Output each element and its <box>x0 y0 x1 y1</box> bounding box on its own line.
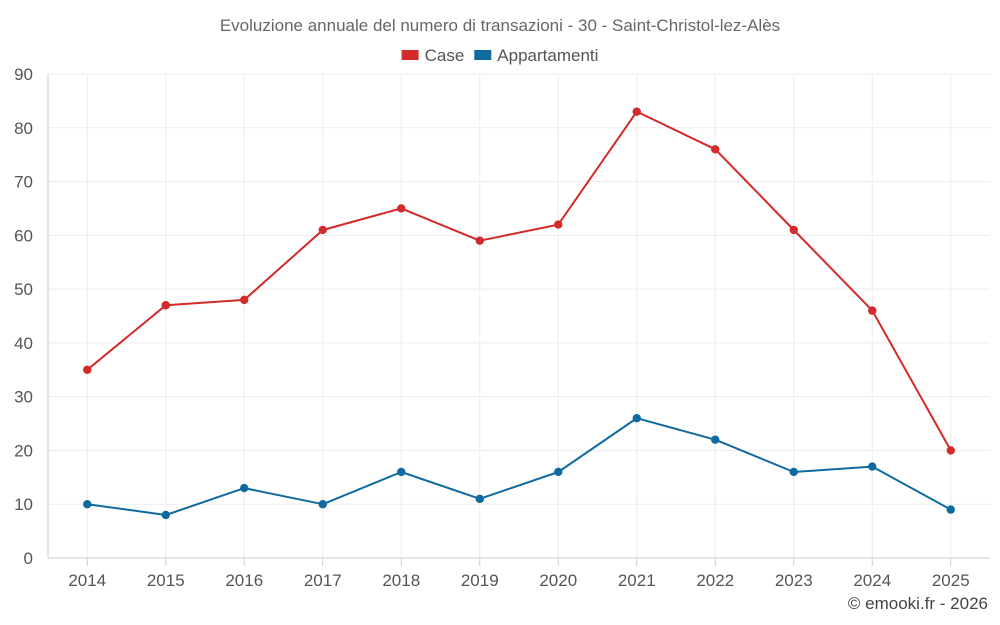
data-point <box>946 446 955 455</box>
series-line <box>87 417 952 516</box>
data-point <box>161 301 170 310</box>
y-tick-label: 0 <box>24 549 33 568</box>
x-tick-label: 2024 <box>853 571 891 590</box>
legend-swatch <box>474 50 492 60</box>
y-tick-label: 60 <box>14 226 33 245</box>
y-tick-label: 20 <box>14 441 33 460</box>
y-tick-label: 90 <box>14 65 33 84</box>
data-point <box>554 220 563 229</box>
credit-text: © emooki.fr - 2026 <box>848 594 988 613</box>
y-tick-label: 40 <box>14 334 33 353</box>
data-point <box>946 505 955 514</box>
y-tick-label: 50 <box>14 280 33 299</box>
data-point <box>161 510 170 520</box>
data-point <box>318 500 327 509</box>
axes: 0 10 20 30 40 50 60 70 80 90 2014 2015 2016 2017 2018 2… <box>14 65 990 590</box>
data-point <box>789 225 798 235</box>
series-layer <box>83 107 955 520</box>
x-tick-label: 2016 <box>225 571 263 590</box>
legend-label: Case <box>425 46 465 65</box>
x-tick-label: 2019 <box>461 571 499 590</box>
x-tick-label: 2015 <box>147 571 185 590</box>
data-point <box>83 500 92 509</box>
chart-title: Evoluzione annuale del numero di transaz… <box>220 16 780 35</box>
data-point <box>397 467 406 477</box>
x-tick-label: 2014 <box>68 571 106 590</box>
data-point <box>397 204 406 213</box>
data-point <box>475 236 484 245</box>
data-point <box>83 365 92 374</box>
data-point <box>868 462 877 471</box>
data-point <box>240 483 249 493</box>
data-point <box>554 467 563 477</box>
data-point <box>475 494 484 504</box>
y-tick-label: 80 <box>14 119 33 138</box>
data-point <box>632 413 641 423</box>
legend-item-case: Case <box>401 46 465 65</box>
x-tick-label: 2017 <box>304 571 342 590</box>
series-line <box>86 110 952 451</box>
series-appartamenti <box>83 413 955 520</box>
data-point <box>711 435 720 444</box>
legend-item-appartamenti: Appartamenti <box>474 46 598 65</box>
series-case <box>83 107 955 455</box>
data-point <box>868 306 877 315</box>
grid <box>48 73 990 558</box>
y-tick-label: 30 <box>14 388 33 407</box>
data-point <box>711 145 720 154</box>
x-tick-label: 2022 <box>696 571 734 590</box>
x-tick-label: 2018 <box>382 571 420 590</box>
legend-swatch <box>401 50 419 60</box>
y-tick-label: 10 <box>14 495 33 514</box>
x-tick-label: 2025 <box>932 571 970 590</box>
data-point <box>318 225 327 235</box>
legend-label: Appartamenti <box>497 46 598 65</box>
y-tick-label: 70 <box>14 173 33 192</box>
legend: Case Appartamenti <box>401 46 598 65</box>
data-point <box>632 107 641 116</box>
x-tick-label: 2021 <box>618 571 656 590</box>
x-tick-label: 2020 <box>539 571 577 590</box>
x-tick-label: 2023 <box>775 571 813 590</box>
data-point <box>240 295 249 305</box>
data-point <box>789 467 798 477</box>
